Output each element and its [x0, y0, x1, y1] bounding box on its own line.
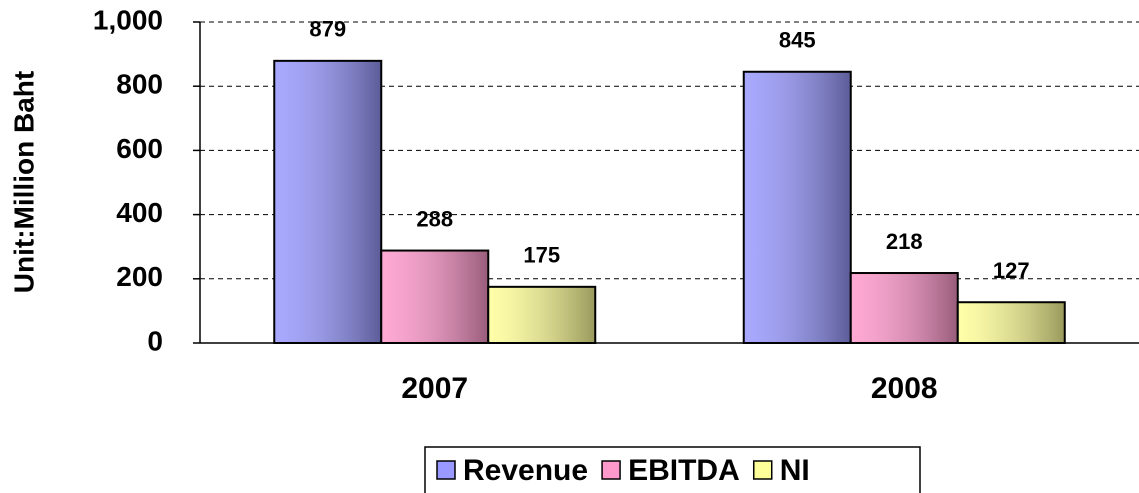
data-label: 127	[993, 258, 1030, 283]
bar-shade	[273, 59, 383, 344]
data-label: 175	[523, 243, 560, 268]
y-tick-label: 0	[147, 325, 163, 356]
bar-shade	[849, 272, 959, 344]
y-axis-label: Unit:Million Baht	[8, 71, 39, 293]
data-label: 288	[416, 206, 453, 231]
legend-label: NI	[780, 454, 810, 487]
legend-box	[424, 446, 921, 493]
bar-shade	[380, 249, 490, 344]
bar-shade	[742, 70, 852, 344]
data-label: 879	[309, 17, 346, 42]
y-tick-label: 200	[116, 261, 163, 292]
bar-shade	[487, 285, 597, 345]
legend-swatch	[436, 460, 456, 480]
y-tick-label: 600	[116, 133, 163, 164]
y-tick-label: 400	[116, 197, 163, 228]
legend-swatch	[601, 460, 621, 480]
data-label: 218	[886, 229, 923, 254]
y-tick-label: 800	[116, 69, 163, 100]
x-tick-label: 2007	[401, 372, 468, 405]
y-tick-label: 1,000	[93, 4, 163, 35]
legend-label: Revenue	[463, 454, 588, 487]
legend-swatch	[752, 460, 773, 480]
legend-label: EBITDA	[628, 454, 740, 487]
data-label: 845	[779, 28, 816, 53]
x-tick-label: 2008	[871, 372, 938, 405]
bar-shade	[956, 301, 1066, 344]
